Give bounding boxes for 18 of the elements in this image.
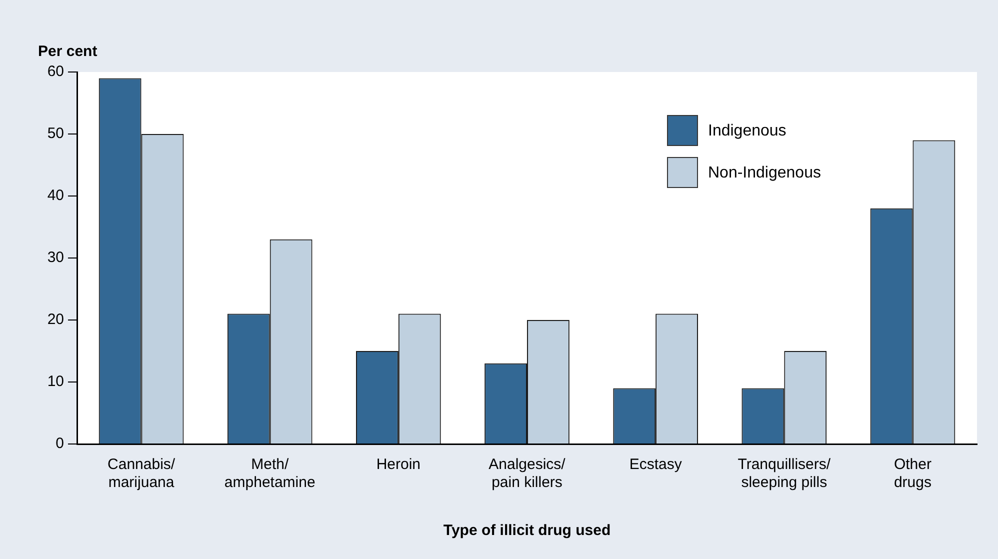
y-tick-label: 50 xyxy=(47,125,64,142)
y-axis-title: Per cent xyxy=(38,43,98,60)
y-tick-label: 0 xyxy=(56,435,64,452)
x-tick-label: Tranquillisers/ sleeping pills xyxy=(738,456,832,492)
x-tick-label: Other drugs xyxy=(894,456,932,492)
legend-label: Non-Indigenous xyxy=(708,164,821,182)
y-tick-label: 20 xyxy=(47,311,64,328)
y-tick-label: 10 xyxy=(47,373,64,390)
x-tick-label: Heroin xyxy=(376,456,421,474)
y-tick-label: 60 xyxy=(47,63,64,80)
y-tick-label: 30 xyxy=(47,249,64,266)
legend-label: Indigenous xyxy=(708,122,786,140)
x-tick-label: Analgesics/ pain killers xyxy=(488,456,566,492)
x-axis-title: Type of illicit drug used xyxy=(443,522,611,539)
y-tick-label: 40 xyxy=(47,187,64,204)
x-tick-label: Cannabis/ marijuana xyxy=(108,456,176,492)
x-tick-label: Meth/ amphetamine xyxy=(224,456,316,492)
x-tick-label: Ecstasy xyxy=(629,456,682,474)
